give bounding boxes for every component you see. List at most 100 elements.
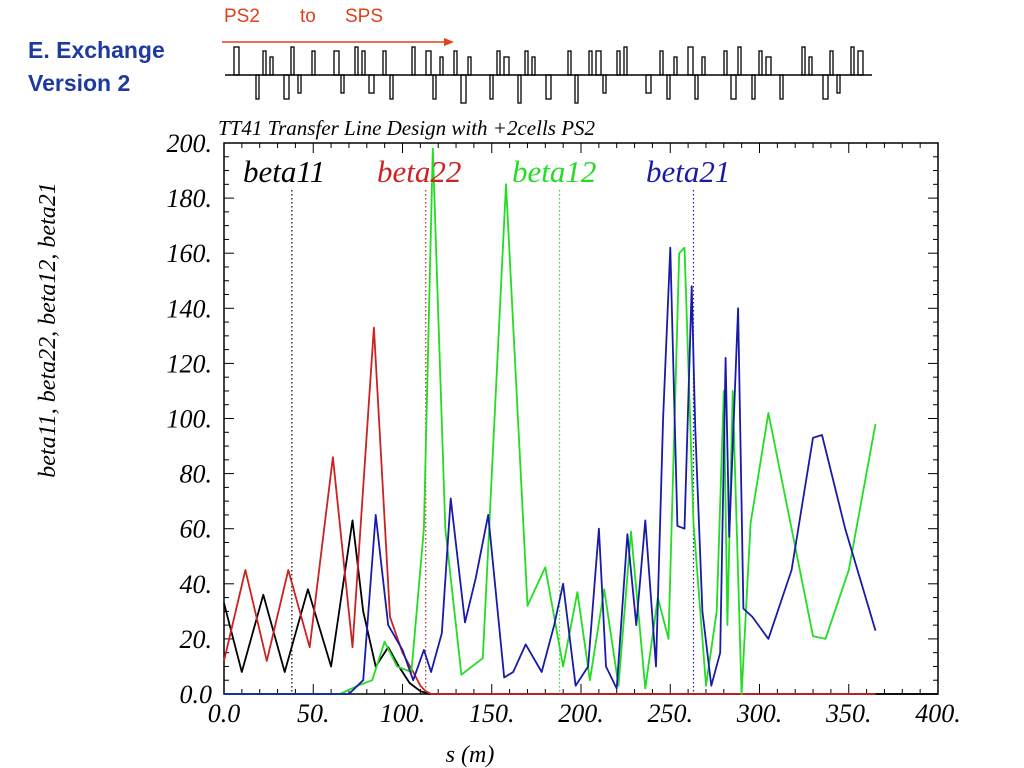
lattice-magnet [623, 46, 628, 76]
y-tick-label: 180. [167, 184, 213, 213]
lattice-magnet [673, 56, 678, 76]
lattice-magnet [411, 46, 416, 76]
lattice-magnet [311, 50, 316, 76]
beta-function-chart: TT41 Transfer Line Design with +2cells P… [35, 116, 961, 768]
lattice-magnet [758, 50, 763, 76]
lattice-magnet [460, 74, 467, 104]
lattice-magnet [467, 56, 472, 76]
lattice-magnet [602, 74, 607, 94]
lattice-magnet [531, 56, 536, 76]
lattice-magnet [361, 50, 366, 76]
lattice-magnet [616, 50, 621, 76]
series-line-beta22 [223, 326, 876, 695]
lattice-magnet [389, 74, 394, 100]
y-axis-label: beta11, beta22, beta12, beta21 [35, 182, 61, 478]
legend-beta22: beta22 [377, 154, 461, 189]
legend-beta11: beta11 [243, 154, 325, 189]
lattice-magnet [737, 46, 742, 76]
lattice-arrow-head [444, 38, 454, 46]
lattice-magnet [368, 74, 375, 94]
lattice-magnet [262, 50, 267, 76]
lattice-magnet [808, 56, 813, 76]
lattice-magnet [432, 74, 437, 100]
lattice-magnet [645, 74, 652, 94]
lattice-magnet [687, 46, 694, 76]
axis-tick-labels: 0.0 50. 100. 150. 200. 250. 300. 350. 400. 0.0 20.… [167, 129, 961, 728]
lattice-magnet [233, 46, 240, 76]
lattice-magnet [439, 56, 444, 76]
lattice-magnet [283, 74, 290, 100]
lattice-to-word: to [300, 6, 316, 27]
lattice-magnet [297, 74, 302, 94]
x-tick-label: 0.0 [208, 699, 241, 728]
y-tick-label: 40. [180, 570, 213, 599]
lattice-magnet [574, 74, 579, 104]
legend: beta11 beta22 beta12 beta21 [243, 154, 730, 189]
lattice-elements [233, 46, 864, 104]
x-tick-label: 250. [648, 699, 694, 728]
slide-title: E. Exchange Version 2 [28, 34, 165, 100]
y-tick-label: 80. [180, 460, 213, 489]
lattice-diagram [222, 38, 872, 104]
lattice-magnet [425, 50, 432, 76]
chart-title: TT41 Transfer Line Design with +2cells P… [218, 116, 596, 140]
lattice-magnet [503, 56, 510, 76]
lattice-magnet [382, 50, 387, 76]
x-tick-label: 50. [297, 699, 330, 728]
x-tick-label: 400. [915, 699, 961, 728]
lattice-magnet [659, 50, 664, 76]
lattice-magnet [850, 46, 855, 76]
lattice-magnet [801, 46, 806, 76]
lattice-magnet [822, 74, 829, 100]
lattice-magnet [489, 74, 494, 100]
lattice-magnet [666, 74, 671, 100]
data-series [223, 147, 938, 695]
lattice-magnet [829, 50, 834, 76]
lattice-magnet [340, 74, 345, 94]
x-tick-label: 300. [736, 699, 783, 728]
lattice-magnet [496, 50, 501, 76]
lattice-from-label: PS2 [224, 6, 260, 27]
lattice-magnet [453, 50, 458, 76]
slide-title-line-2: Version 2 [28, 70, 131, 96]
lattice-magnet [723, 50, 728, 76]
lattice-magnet [765, 56, 772, 76]
legend-beta12: beta12 [512, 154, 596, 189]
lattice-magnet [751, 74, 756, 100]
slide-title-line-1: E. Exchange [28, 37, 165, 63]
lattice-magnet [524, 50, 529, 76]
y-tick-label: 200. [167, 129, 213, 158]
lattice-magnet [354, 46, 359, 76]
lattice-magnet [701, 56, 706, 76]
y-tick-label: 20. [180, 625, 213, 654]
y-tick-label: 60. [180, 515, 213, 544]
lattice-magnet [255, 74, 260, 100]
lattice-magnet [836, 74, 841, 94]
lattice-magnet [779, 74, 784, 100]
series-line-beta12 [224, 147, 877, 695]
y-tick-label: 0.0 [180, 680, 213, 709]
x-axis-label: s (m) [446, 742, 495, 768]
lattice-magnet [730, 74, 737, 100]
y-tick-label: 140. [167, 294, 213, 323]
lattice-magnet [694, 74, 699, 100]
lattice-magnet [588, 50, 593, 76]
lattice-magnet [857, 50, 864, 76]
lattice-magnet [269, 56, 274, 76]
lattice-magnet [567, 50, 572, 76]
x-tick-label: 100. [380, 699, 426, 728]
y-tick-label: 160. [167, 239, 213, 268]
legend-beta21: beta21 [646, 154, 730, 189]
y-tick-label: 100. [167, 405, 213, 434]
series-line-beta11 [223, 519, 938, 695]
lattice-to-label: SPS [345, 6, 384, 27]
x-tick-label: 350. [825, 699, 872, 728]
x-tick-label: 200. [558, 699, 604, 728]
series-line-beta21 [224, 246, 877, 695]
lattice-magnet [595, 50, 602, 76]
x-tick-label: 150. [469, 699, 515, 728]
lattice-magnet [517, 74, 522, 104]
lattice-magnet [333, 50, 340, 76]
lattice-magnet [545, 74, 552, 100]
y-tick-label: 120. [167, 349, 213, 378]
